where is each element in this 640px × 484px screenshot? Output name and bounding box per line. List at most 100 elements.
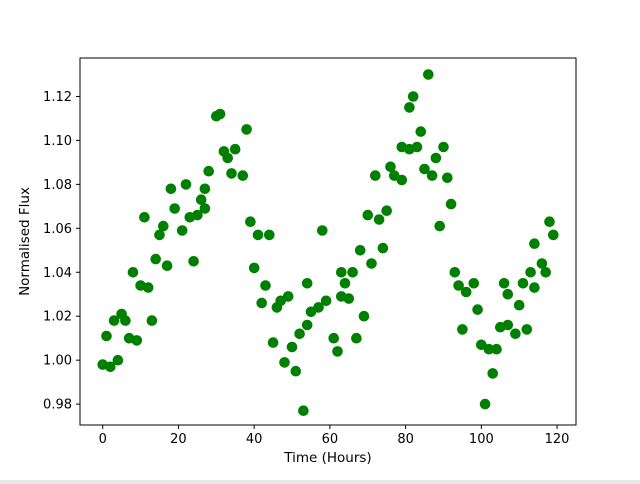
x-tick-label: 20	[170, 432, 187, 447]
data-point	[339, 278, 351, 289]
x-axis-label: Time (Hours)	[283, 450, 371, 466]
data-point	[290, 365, 302, 377]
data-point	[222, 152, 233, 164]
data-point	[158, 220, 169, 232]
data-point	[343, 293, 355, 304]
y-tick-label: 1.12	[43, 90, 72, 105]
data-point	[112, 354, 124, 366]
data-points-layer	[97, 69, 559, 417]
data-point	[101, 330, 112, 342]
data-point	[445, 198, 457, 210]
data-point	[370, 170, 381, 181]
data-point	[529, 282, 540, 293]
data-point	[502, 288, 514, 300]
data-point	[426, 170, 438, 181]
data-point	[502, 319, 514, 331]
data-point	[142, 282, 154, 293]
data-point	[373, 214, 385, 225]
data-point	[245, 216, 256, 227]
data-point	[430, 152, 442, 164]
data-point	[498, 278, 510, 289]
data-point	[385, 161, 396, 173]
data-point	[131, 335, 143, 346]
data-point	[472, 304, 483, 315]
y-tick-label: 1.10	[43, 134, 72, 149]
data-point	[548, 229, 559, 241]
y-tick-label: 1.02	[43, 310, 72, 325]
data-point	[139, 212, 150, 223]
data-point	[286, 341, 298, 353]
data-point	[203, 165, 214, 177]
data-point	[320, 295, 332, 307]
data-point	[453, 280, 464, 291]
data-point	[298, 405, 309, 417]
data-point	[396, 174, 408, 186]
data-point	[264, 229, 275, 241]
data-point	[517, 278, 529, 289]
data-point	[199, 203, 211, 214]
data-point	[540, 267, 551, 278]
data-point	[351, 332, 362, 344]
data-point	[161, 260, 173, 272]
data-point	[165, 183, 177, 195]
data-point	[237, 170, 249, 181]
data-point	[487, 368, 499, 379]
data-point	[146, 315, 158, 326]
y-axis-label: Normalised Flux	[17, 187, 33, 296]
axes-spines	[79, 57, 577, 426]
data-point	[260, 280, 271, 291]
data-point	[536, 258, 548, 269]
data-point	[404, 102, 415, 113]
data-point	[407, 91, 419, 102]
x-tick-label: 0	[99, 432, 107, 447]
data-point	[176, 225, 188, 236]
data-point	[188, 255, 199, 267]
data-point	[279, 357, 290, 368]
data-point	[415, 126, 427, 137]
data-point	[199, 183, 211, 195]
data-point	[457, 324, 468, 335]
x-tick-label: 80	[397, 432, 414, 447]
data-point	[301, 319, 313, 331]
data-point	[423, 69, 434, 80]
data-point	[252, 229, 264, 241]
data-point	[108, 315, 120, 326]
data-point	[267, 337, 279, 348]
data-point	[354, 245, 366, 256]
data-point	[317, 225, 328, 236]
data-point	[169, 203, 180, 214]
tick-labels-layer: 0 20 40 60 80 100 120 0.98 1.00 1.02 1.04 1.06 1.08 1…	[43, 90, 569, 447]
data-point	[313, 302, 324, 313]
data-point	[460, 286, 472, 298]
data-point	[358, 310, 370, 322]
data-point	[491, 343, 502, 355]
data-point	[282, 291, 294, 302]
data-point	[192, 209, 203, 221]
data-point	[241, 124, 252, 135]
data-point	[419, 163, 430, 175]
data-point	[381, 205, 393, 216]
data-point	[248, 262, 260, 274]
data-point	[150, 253, 161, 265]
data-point	[525, 267, 536, 278]
data-point	[332, 346, 343, 357]
data-point	[483, 343, 495, 355]
data-point	[226, 168, 237, 179]
data-point	[521, 324, 533, 335]
data-point	[154, 229, 165, 241]
data-point	[513, 299, 525, 311]
data-point	[366, 258, 377, 269]
data-point	[347, 267, 358, 278]
y-tick-label: 1.06	[43, 222, 72, 237]
data-point	[229, 143, 241, 155]
data-point	[438, 141, 449, 153]
data-point	[195, 194, 207, 205]
data-point	[411, 141, 423, 153]
data-point	[449, 267, 461, 278]
x-tick-label: 100	[469, 432, 494, 447]
y-tick-label: 1.00	[43, 354, 72, 369]
y-tick-label: 1.08	[43, 178, 72, 193]
data-point	[294, 328, 305, 340]
data-point	[479, 398, 491, 410]
